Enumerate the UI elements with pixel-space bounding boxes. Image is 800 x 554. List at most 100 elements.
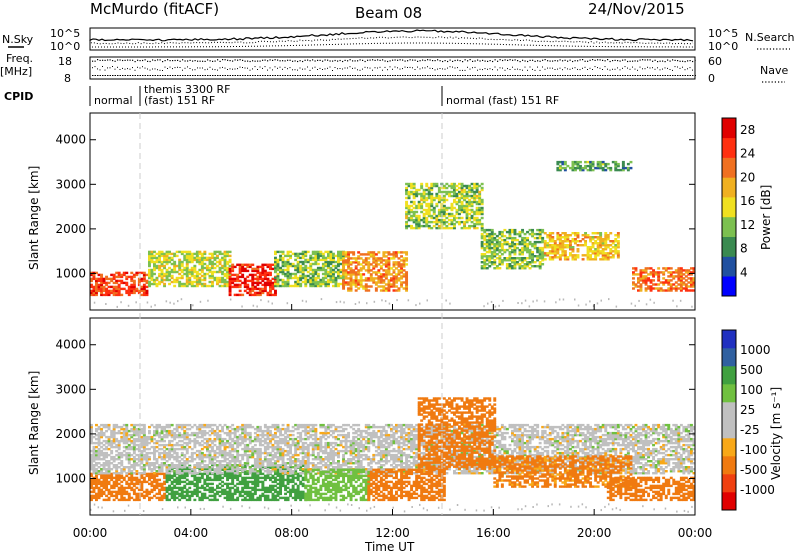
data-cell bbox=[384, 289, 388, 292]
freq-dot bbox=[367, 59, 369, 61]
data-cell bbox=[468, 184, 472, 188]
nave-dot bbox=[239, 66, 241, 68]
data-cell bbox=[148, 429, 151, 433]
nave-dot bbox=[634, 68, 636, 70]
data-cell bbox=[132, 476, 136, 480]
data-cell bbox=[589, 164, 593, 168]
data-cell bbox=[226, 260, 230, 264]
data-cell bbox=[556, 256, 560, 259]
data-cell bbox=[397, 289, 401, 292]
data-cell bbox=[170, 494, 174, 498]
nave-dot bbox=[637, 69, 638, 71]
data-cell bbox=[97, 435, 101, 439]
data-cell bbox=[208, 260, 212, 264]
data-cell bbox=[405, 222, 409, 226]
data-cell bbox=[211, 276, 214, 280]
data-cell bbox=[231, 281, 235, 285]
data-cell bbox=[253, 498, 257, 502]
freq-dot bbox=[674, 59, 676, 61]
data-cell bbox=[614, 166, 618, 170]
data-cell bbox=[142, 273, 146, 277]
data-cell bbox=[536, 259, 540, 262]
freq-dot bbox=[282, 60, 284, 62]
data-cell bbox=[185, 266, 189, 270]
data-cell bbox=[125, 425, 129, 429]
data-cell bbox=[110, 435, 114, 439]
data-cell bbox=[405, 283, 409, 286]
data-cell bbox=[412, 196, 416, 200]
data-cell bbox=[596, 238, 600, 241]
data-cell bbox=[352, 279, 356, 282]
data-cell bbox=[448, 226, 451, 230]
data-cell bbox=[354, 289, 358, 292]
freq-base-dot bbox=[424, 75, 426, 76]
data-cell bbox=[125, 429, 129, 433]
data-cell bbox=[690, 285, 693, 288]
data-cell bbox=[286, 280, 290, 284]
freq-dot bbox=[599, 59, 601, 61]
data-cell bbox=[488, 234, 492, 238]
data-cell bbox=[291, 284, 295, 288]
data-cell bbox=[253, 293, 257, 297]
data-cell bbox=[329, 258, 333, 262]
freq-dot bbox=[154, 59, 156, 62]
data-cell bbox=[498, 257, 502, 260]
data-cell bbox=[110, 476, 114, 480]
data-cell bbox=[203, 486, 207, 490]
data-cell bbox=[236, 279, 240, 283]
data-cell bbox=[596, 166, 600, 170]
data-cell bbox=[316, 266, 320, 270]
data-cell bbox=[258, 273, 262, 277]
data-cell bbox=[120, 287, 124, 291]
data-cell bbox=[311, 278, 315, 282]
freq-base-dot bbox=[477, 75, 479, 76]
data-cell bbox=[228, 474, 232, 478]
data-cell bbox=[231, 472, 235, 476]
data-cell bbox=[105, 480, 109, 484]
data-cell bbox=[463, 222, 467, 226]
data-cell bbox=[211, 264, 214, 268]
data-cell bbox=[195, 478, 199, 482]
freq-dot bbox=[392, 59, 394, 61]
data-cell bbox=[334, 284, 338, 288]
data-cell bbox=[216, 278, 219, 282]
nave-dot bbox=[177, 66, 178, 68]
freq-base-dot bbox=[524, 75, 526, 76]
data-cell bbox=[349, 277, 353, 280]
data-cell bbox=[543, 258, 547, 261]
data-cell bbox=[122, 492, 126, 496]
data-cell bbox=[238, 269, 242, 273]
data-cell bbox=[417, 192, 421, 196]
data-cell bbox=[407, 224, 411, 228]
data-cell bbox=[155, 252, 159, 256]
data-cell bbox=[349, 269, 353, 272]
data-cell bbox=[125, 435, 129, 439]
data-cell bbox=[173, 484, 177, 488]
data-cell bbox=[485, 238, 489, 242]
data-cell bbox=[198, 472, 202, 476]
freq-base-dot bbox=[609, 75, 611, 76]
data-cell bbox=[455, 188, 459, 192]
data-cell bbox=[541, 257, 545, 260]
data-cell bbox=[526, 250, 530, 254]
data-cell bbox=[185, 272, 189, 276]
data-cell bbox=[100, 273, 104, 277]
data-cell bbox=[279, 270, 283, 274]
data-cell bbox=[238, 490, 242, 494]
data-cell bbox=[90, 431, 93, 435]
data-cell bbox=[115, 445, 119, 449]
data-cell bbox=[117, 453, 121, 457]
data-cell bbox=[188, 280, 192, 284]
data-cell bbox=[684, 269, 688, 272]
freq-base-dot bbox=[264, 75, 266, 76]
data-cell bbox=[448, 194, 451, 198]
data-cell bbox=[533, 242, 537, 246]
data-cell bbox=[150, 439, 154, 443]
data-cell bbox=[135, 480, 139, 484]
freq-base-dot bbox=[544, 75, 546, 76]
freq-dot bbox=[429, 59, 431, 61]
data-cell bbox=[130, 441, 134, 445]
data-cell bbox=[150, 437, 154, 441]
data-cell bbox=[455, 184, 459, 188]
